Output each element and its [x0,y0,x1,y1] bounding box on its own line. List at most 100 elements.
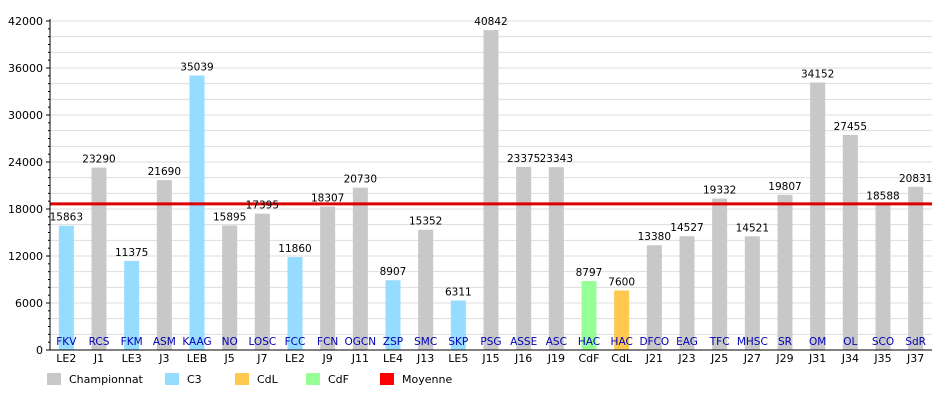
opponent-label: NO [222,336,238,348]
x-tick-label: J34 [841,352,859,365]
y-tick-label: 30000 [8,109,43,122]
x-tick-label: J3 [158,352,169,365]
bar-value-label: 7600 [608,276,635,288]
opponent-label: HAC [611,336,633,348]
bars [58,30,924,351]
bar-value-label: 6311 [445,287,472,299]
bar [810,82,826,350]
bar-value-label: 35039 [180,62,213,74]
x-tick-label: J23 [677,352,695,365]
legend-label: CdL [257,373,279,386]
opponent-label: ASM [153,336,176,348]
opponent-label: SKP [448,336,468,348]
y-tick-label: 0 [36,344,43,357]
x-tick-label: J11 [351,352,369,365]
x-tick-label: LE5 [448,352,468,365]
y-tick-label: 24000 [8,156,43,169]
bar [581,281,597,350]
bar-value-label: 18307 [311,193,344,205]
opponent-label: SR [778,336,792,348]
x-tick-label: LEB [187,352,208,365]
legend-label: CdF [328,373,349,386]
bar [156,180,172,350]
bar [548,167,564,350]
bar [352,187,368,350]
bar-value-label: 17395 [246,200,279,212]
y-tick-label: 18000 [8,203,43,216]
x-tick-label: LE2 [285,352,305,365]
bar [450,300,466,350]
bar-value-label: 18588 [866,190,899,202]
bar-value-label: 14527 [670,222,703,234]
bar-value-label: 40842 [474,16,507,28]
x-tick-label: J25 [710,352,728,365]
bar [189,75,205,350]
opponent-label: ASC [546,336,567,348]
legend-swatch [306,373,320,385]
y-tick-label: 36000 [8,62,43,75]
bar-value-label: 23343 [540,153,573,165]
opponent-label: FCC [285,336,306,348]
data-labels: 15863 FKV 23290 RCS 11375 FKM 21690 ASM 35039 KAA… [50,16,933,348]
axes: 0 6000 12000 18000 24000 30000 36000 42000 LE2 J1… [8,15,932,365]
bar [842,134,858,350]
bar-value-label: 19332 [703,185,736,197]
bar-value-label: 23290 [82,154,115,166]
bar [483,30,499,351]
x-tick-label: J13 [416,352,434,365]
bar [254,213,270,350]
opponent-label: FCN [317,336,338,348]
opponent-label: OL [843,336,857,348]
opponent-label: LOSC [248,336,276,348]
legend-swatch [380,373,394,385]
bar-value-label: 8907 [380,266,407,278]
opponent-label: MHSC [737,336,768,348]
opponent-label: OGCN [345,336,377,348]
bar-value-label: 20730 [344,174,377,186]
opponent-label: ZSP [383,336,403,348]
x-tick-label: J37 [906,352,924,365]
bar [614,290,630,350]
y-tick-label: 12000 [8,250,43,263]
x-tick-label: CdL [611,352,633,365]
x-tick-label: LE2 [56,352,76,365]
bar-value-label: 19807 [768,181,801,193]
opponent-label: ASSE [510,336,537,348]
bar [744,236,760,350]
opponent-label: SMC [414,336,437,348]
x-tick-label: J27 [743,352,761,365]
bar [91,167,107,350]
opponent-label: EAG [676,336,698,348]
bar [124,260,140,350]
bar-value-label: 11860 [278,243,311,255]
bar-value-label: 15352 [409,216,442,228]
bar [320,206,336,350]
opponent-label: FKM [121,336,143,348]
x-tick-label: J21 [645,352,663,365]
x-tick-label: J29 [775,352,793,365]
bar-value-label: 13380 [638,231,671,243]
bar-value-label: 34152 [801,68,834,80]
x-tick-label: J16 [514,352,532,365]
legend-label: C3 [187,373,202,386]
bar [875,204,891,350]
legend: Championnat C3 CdL CdF Moyenne [47,373,452,386]
bar [516,166,532,350]
opponent-label: PSG [480,336,501,348]
opponent-label: HAC [578,336,600,348]
bar-value-label: 27455 [834,121,867,133]
x-tick-label: LE4 [383,352,403,365]
bar-value-label: 23375 [507,153,540,165]
legend-swatch [47,373,61,385]
opponent-label: SdR [905,336,926,348]
opponent-label: TFC [709,336,730,348]
legend-label: Moyenne [402,373,452,386]
bar [679,236,695,350]
opponent-label: OM [809,336,826,348]
x-tick-label: CdF [579,352,600,365]
x-tick-label: J1 [93,352,104,365]
bar-value-label: 8797 [576,267,603,279]
bar-value-label: 21690 [148,166,181,178]
bar [222,225,238,350]
bar [712,198,728,350]
